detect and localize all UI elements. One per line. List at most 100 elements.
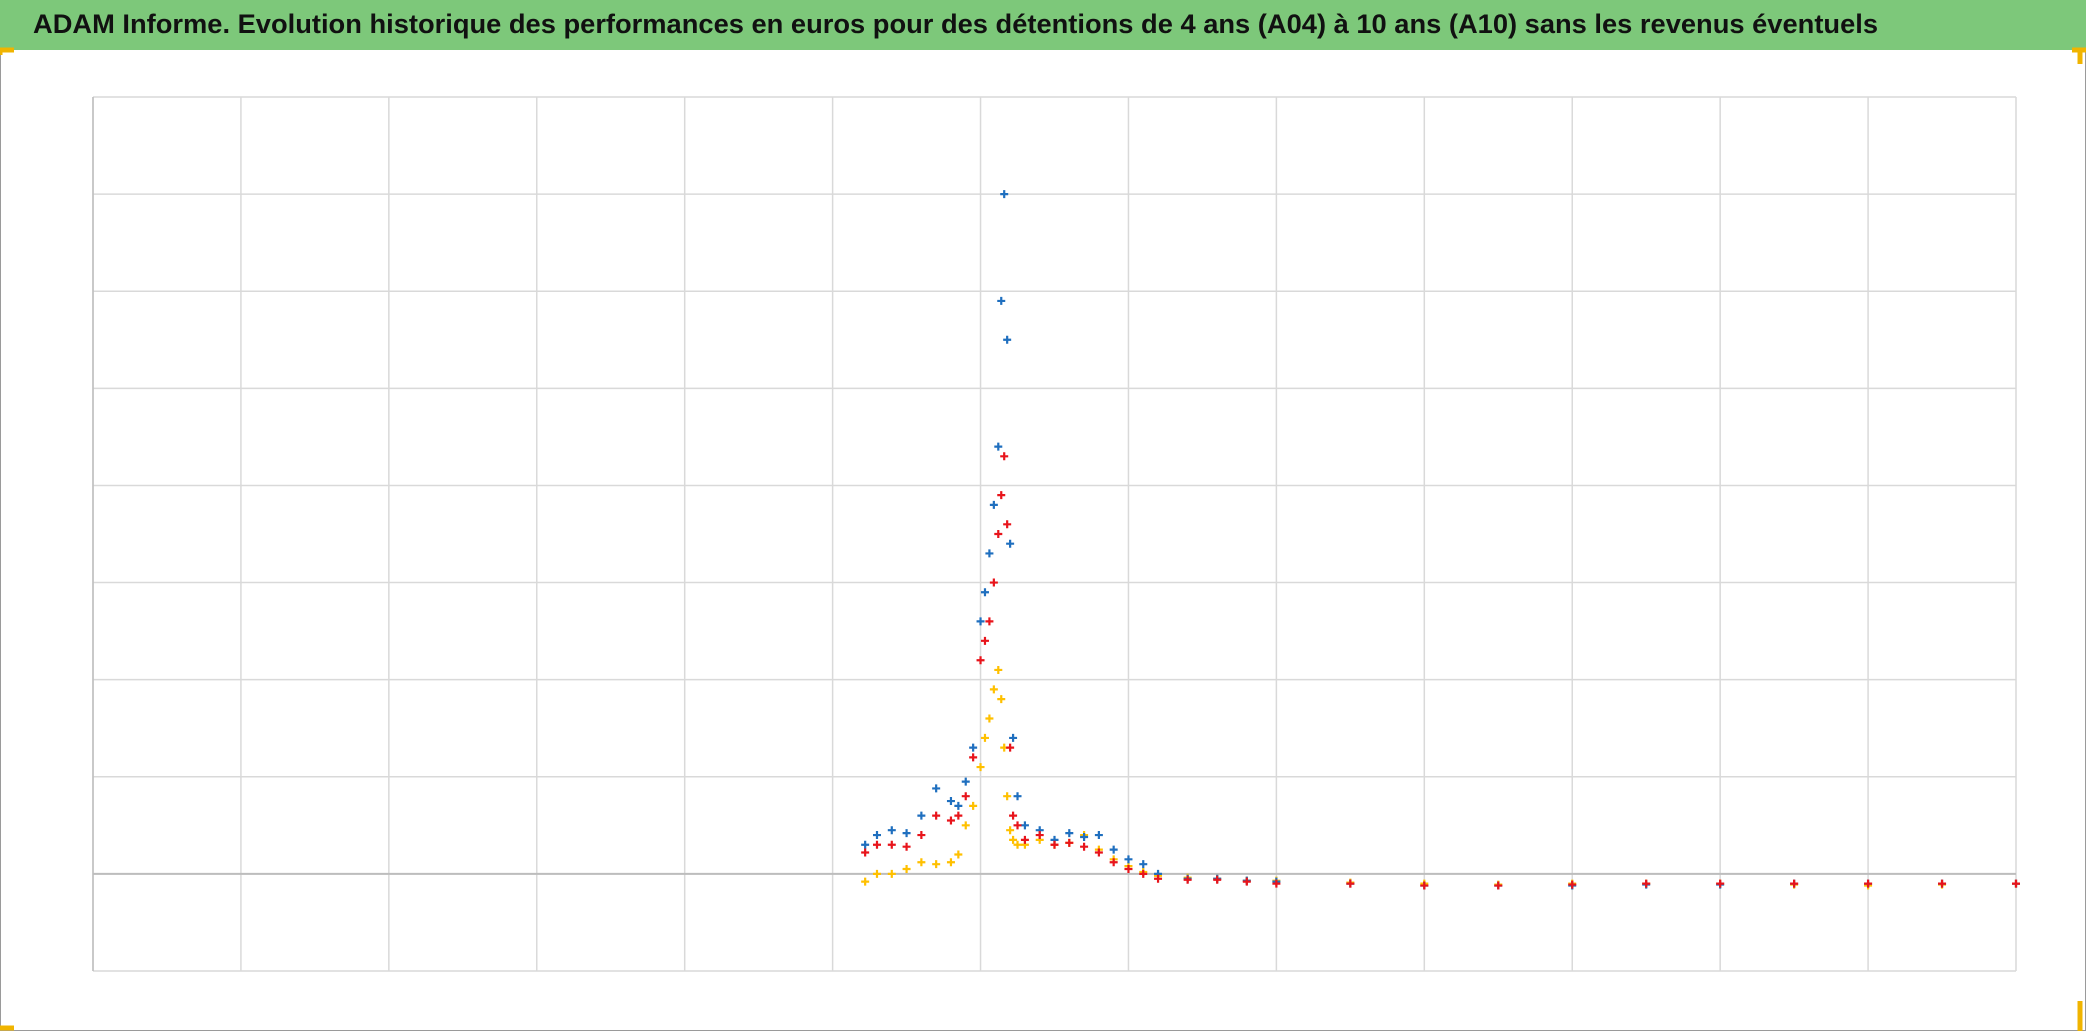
marker	[932, 784, 941, 793]
marker	[961, 821, 970, 830]
title-bar	[0, 0, 2086, 50]
marker	[985, 617, 994, 626]
marker	[961, 777, 970, 786]
marker	[872, 831, 881, 840]
marker	[954, 811, 963, 820]
marker	[861, 877, 870, 886]
marker	[997, 296, 1006, 305]
marker	[902, 842, 911, 851]
marker	[1154, 874, 1163, 883]
marker	[1124, 855, 1133, 864]
marker	[1080, 832, 1089, 841]
marker	[1020, 835, 1029, 844]
marker	[1242, 877, 1251, 886]
marker	[969, 753, 978, 762]
marker	[1013, 792, 1022, 801]
marker	[1716, 879, 1725, 888]
marker	[994, 530, 1003, 538]
marker	[861, 848, 870, 857]
marker	[1013, 821, 1022, 830]
marker	[1003, 520, 1012, 529]
marker	[1006, 826, 1015, 835]
marker	[1094, 831, 1103, 840]
marker	[997, 491, 1006, 500]
marker	[1000, 190, 1009, 199]
marker	[1006, 539, 1015, 548]
marker	[989, 685, 998, 694]
marker	[1020, 821, 1029, 830]
marker	[1420, 881, 1429, 890]
marker	[980, 636, 989, 645]
marker	[932, 811, 941, 820]
marker	[1139, 869, 1148, 878]
marker	[1183, 875, 1192, 884]
marker	[985, 549, 994, 558]
marker	[872, 869, 881, 878]
marker	[1006, 743, 1015, 752]
marker	[1000, 452, 1009, 461]
marker	[969, 801, 978, 810]
marker	[1003, 335, 1012, 344]
marker	[1139, 860, 1148, 869]
marker	[946, 858, 955, 867]
marker	[1009, 835, 1018, 844]
marker	[887, 826, 896, 835]
marker	[1124, 865, 1133, 874]
marker	[1213, 875, 1222, 884]
marker	[917, 811, 926, 820]
marker	[1013, 840, 1022, 849]
marker	[2012, 879, 2020, 888]
marker	[917, 831, 926, 840]
marker	[1864, 879, 1873, 888]
marker	[1109, 845, 1118, 854]
marker	[887, 840, 896, 849]
marker	[872, 840, 881, 849]
marker	[1568, 880, 1577, 889]
marker	[969, 743, 978, 752]
plot-area	[92, 96, 2020, 972]
marker	[1003, 792, 1012, 801]
marker	[994, 665, 1003, 674]
marker	[954, 850, 963, 859]
marker	[985, 714, 994, 723]
marker	[976, 763, 985, 772]
marker	[997, 695, 1006, 704]
marker	[902, 829, 911, 838]
marker	[932, 860, 941, 869]
marker	[946, 816, 955, 825]
marker	[1109, 858, 1118, 867]
marker	[1035, 831, 1044, 840]
marker	[917, 858, 926, 867]
marker	[1346, 879, 1355, 888]
marker	[1009, 733, 1018, 742]
marker	[989, 500, 998, 509]
marker	[976, 617, 985, 626]
marker	[961, 792, 970, 801]
chart-title: ADAM Informe. Evolution historique des p…	[33, 9, 1878, 39]
marker	[1065, 838, 1074, 847]
marker	[902, 865, 911, 874]
marker	[1272, 879, 1281, 888]
marker	[1790, 879, 1799, 888]
marker	[980, 588, 989, 597]
marker	[946, 797, 955, 806]
marker	[994, 442, 1003, 451]
marker	[1938, 879, 1947, 888]
corner-marks	[0, 47, 2086, 1031]
marker	[980, 733, 989, 742]
marker	[1065, 829, 1074, 838]
marker	[1642, 879, 1651, 888]
marker	[1050, 840, 1059, 849]
marker	[976, 656, 985, 665]
series	[861, 452, 2020, 890]
marker	[1009, 811, 1018, 820]
marker	[861, 840, 870, 849]
marker	[1094, 848, 1103, 857]
marker	[1080, 842, 1089, 851]
marker	[1494, 881, 1503, 890]
marker	[887, 869, 896, 878]
marker	[954, 801, 963, 810]
marker	[989, 578, 998, 587]
